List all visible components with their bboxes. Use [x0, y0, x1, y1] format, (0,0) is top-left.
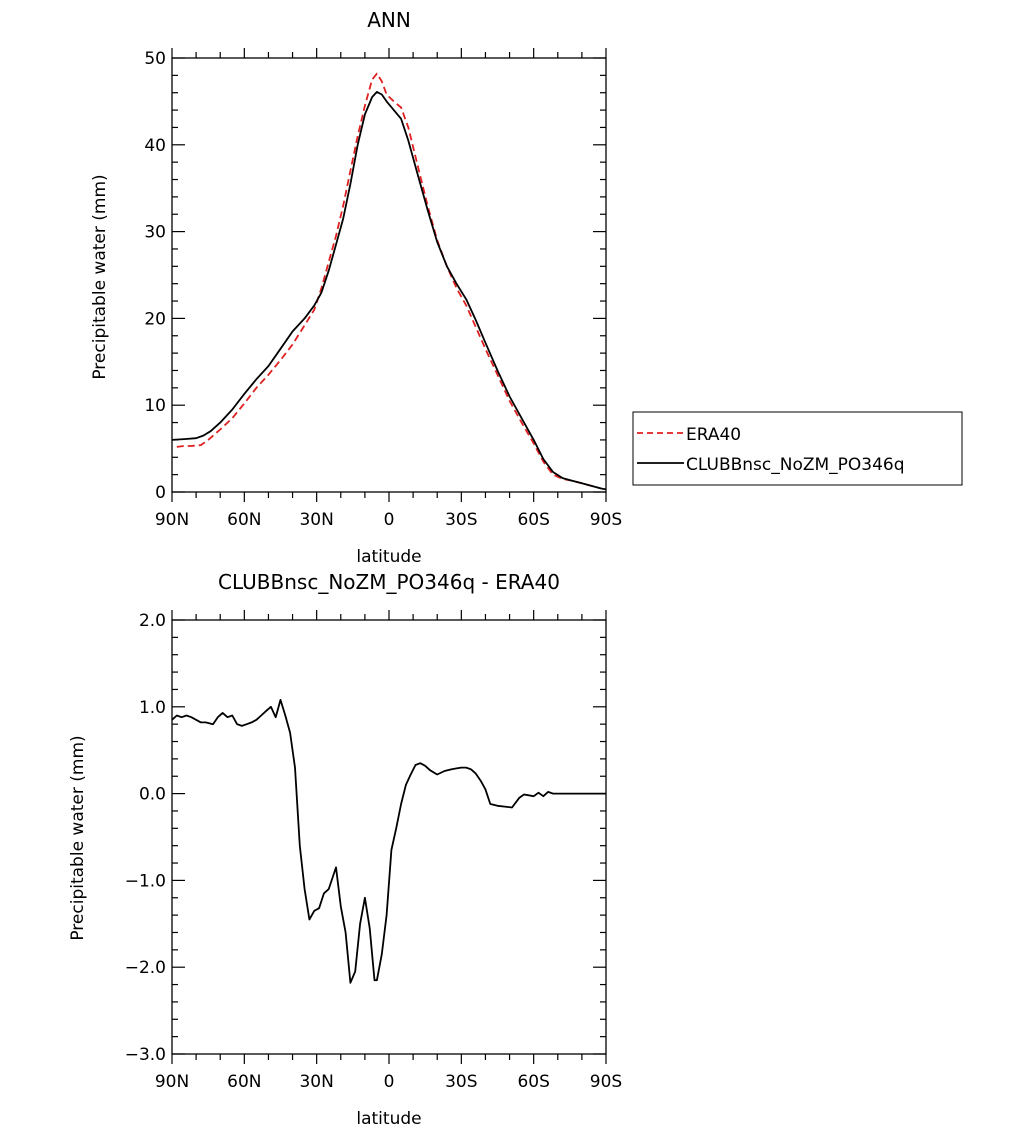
top-y-axis-label: Precipitable water (mm) [90, 174, 110, 379]
x-tick-label: 0 [384, 510, 395, 530]
x-tick-label: 0 [384, 1072, 395, 1092]
top-plot-area: 90N 60N 30N 0 30S 60S 90S 0 10 20 30 40 50 [144, 48, 622, 530]
bottom-chart-panel: CLUBBnsc_NoZM_PO346q - ERA40 90N 60N 30N 0 3… [68, 570, 622, 1129]
legend: ERA40 CLUBBnsc_NoZM_PO346q [632, 411, 963, 486]
series-line-difference [171, 699, 606, 984]
y-tick-label: −2.0 [125, 958, 166, 978]
x-tick-label: 30S [445, 510, 477, 530]
top-x-axis-label: latitude [356, 547, 421, 567]
x-tick-label: 30N [299, 510, 333, 530]
y-tick-label: 50 [144, 49, 166, 69]
y-tick-label: 1.0 [139, 698, 166, 718]
x-tick-label: 90N [155, 510, 189, 530]
top-chart-title: ANN [367, 8, 411, 32]
y-tick-label: 10 [144, 396, 166, 416]
x-tick-label: 90S [590, 510, 622, 530]
plot-frame [171, 57, 607, 493]
top-chart-panel: ANN 90N 60N 30N 0 30S 60S 90S 0 10 20 30 40 50 latit… [90, 8, 963, 567]
series-line-clubbnsc-nozm-po346q [171, 91, 607, 491]
legend-box [632, 411, 963, 486]
x-tick-label: 90S [590, 1072, 622, 1092]
y-tick-label: 2.0 [139, 611, 166, 631]
x-tick-label: 30N [299, 1072, 333, 1092]
x-tick-label: 60N [227, 1072, 261, 1092]
y-tick-label: −3.0 [125, 1045, 166, 1065]
y-tick-label: 0 [155, 483, 166, 503]
bottom-chart-title: CLUBBnsc_NoZM_PO346q - ERA40 [218, 570, 560, 594]
x-tick-label: 60S [517, 1072, 549, 1092]
y-tick-label: 40 [144, 136, 166, 156]
x-tick-label: 60N [227, 510, 261, 530]
bottom-plot-area: 90N 60N 30N 0 30S 60S 90S −3.0 −2.0 −1.0 0.0 1.0 2.0 [125, 610, 622, 1092]
y-tick-label: 0.0 [139, 785, 166, 805]
x-tick-label: 90N [155, 1072, 189, 1092]
plot-frame [171, 619, 607, 1055]
x-tick-label: 60S [517, 510, 549, 530]
bottom-y-axis-label: Precipitable water (mm) [68, 735, 88, 940]
bottom-x-axis-label: latitude [356, 1109, 421, 1129]
x-tick-label: 30S [445, 1072, 477, 1092]
y-tick-label: 20 [144, 309, 166, 329]
legend-label-era40: ERA40 [686, 425, 741, 445]
legend-label-clubb: CLUBBnsc_NoZM_PO346q [686, 455, 905, 475]
y-tick-label: −1.0 [125, 871, 166, 891]
series-line-era40 [176, 72, 602, 490]
y-tick-label: 30 [144, 223, 166, 243]
